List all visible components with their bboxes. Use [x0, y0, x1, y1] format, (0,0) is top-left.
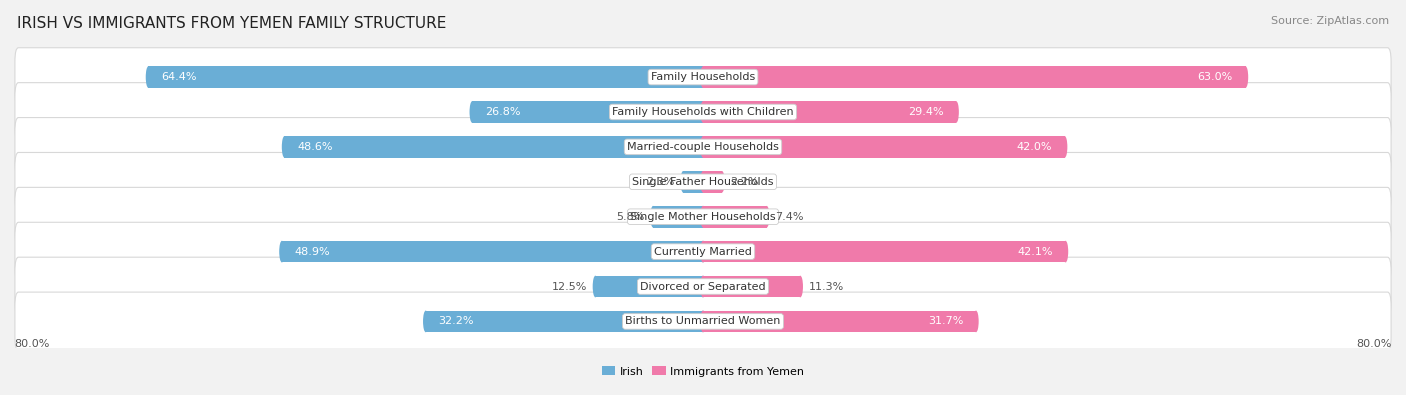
Legend: Irish, Immigrants from Yemen: Irish, Immigrants from Yemen — [598, 362, 808, 381]
Bar — [703, 136, 1064, 158]
Circle shape — [700, 276, 706, 297]
Bar — [703, 171, 721, 193]
Circle shape — [763, 206, 769, 228]
Circle shape — [1063, 241, 1069, 262]
Circle shape — [700, 310, 706, 332]
Text: 32.2%: 32.2% — [439, 316, 474, 326]
Circle shape — [700, 241, 706, 262]
Text: 29.4%: 29.4% — [908, 107, 943, 117]
Bar — [284, 136, 703, 158]
Circle shape — [700, 276, 706, 297]
Circle shape — [973, 310, 979, 332]
Text: 48.6%: 48.6% — [298, 142, 333, 152]
Text: 64.4%: 64.4% — [162, 72, 197, 82]
Text: 11.3%: 11.3% — [808, 282, 844, 292]
Circle shape — [281, 136, 287, 158]
Circle shape — [700, 171, 706, 193]
Text: Single Mother Households: Single Mother Households — [630, 212, 776, 222]
FancyBboxPatch shape — [15, 257, 1391, 316]
FancyBboxPatch shape — [15, 292, 1391, 351]
FancyBboxPatch shape — [15, 48, 1391, 106]
Circle shape — [700, 171, 706, 193]
Circle shape — [700, 206, 706, 228]
Circle shape — [953, 101, 959, 123]
Bar — [149, 66, 703, 88]
Bar — [703, 66, 1246, 88]
Text: 5.8%: 5.8% — [616, 212, 644, 222]
Circle shape — [651, 206, 655, 228]
Text: 80.0%: 80.0% — [1357, 339, 1392, 349]
FancyBboxPatch shape — [15, 152, 1391, 211]
Text: Married-couple Households: Married-couple Households — [627, 142, 779, 152]
Circle shape — [700, 101, 706, 123]
Circle shape — [700, 206, 706, 228]
Circle shape — [700, 136, 706, 158]
Text: Family Households with Children: Family Households with Children — [612, 107, 794, 117]
Text: Family Households: Family Households — [651, 72, 755, 82]
Circle shape — [797, 276, 803, 297]
Text: Single Father Households: Single Father Households — [633, 177, 773, 187]
Circle shape — [280, 241, 284, 262]
Text: Source: ZipAtlas.com: Source: ZipAtlas.com — [1271, 16, 1389, 26]
Text: 63.0%: 63.0% — [1198, 72, 1233, 82]
Text: Births to Unmarried Women: Births to Unmarried Women — [626, 316, 780, 326]
Bar — [652, 206, 703, 228]
Text: Currently Married: Currently Married — [654, 246, 752, 257]
Circle shape — [700, 66, 706, 88]
Circle shape — [423, 310, 429, 332]
Text: 12.5%: 12.5% — [551, 282, 586, 292]
Bar — [472, 101, 703, 123]
Bar — [595, 276, 703, 297]
FancyBboxPatch shape — [15, 187, 1391, 246]
Circle shape — [1243, 66, 1249, 88]
Text: IRISH VS IMMIGRANTS FROM YEMEN FAMILY STRUCTURE: IRISH VS IMMIGRANTS FROM YEMEN FAMILY ST… — [17, 16, 446, 31]
Bar — [426, 310, 703, 332]
Circle shape — [1062, 136, 1067, 158]
Bar — [703, 241, 1066, 262]
Circle shape — [700, 136, 706, 158]
Text: 42.0%: 42.0% — [1017, 142, 1052, 152]
Text: 80.0%: 80.0% — [14, 339, 49, 349]
Bar — [703, 310, 976, 332]
Text: 2.3%: 2.3% — [647, 177, 675, 187]
Circle shape — [700, 101, 706, 123]
Circle shape — [720, 171, 724, 193]
Bar — [703, 101, 956, 123]
FancyBboxPatch shape — [15, 83, 1391, 141]
FancyBboxPatch shape — [15, 118, 1391, 176]
Text: 26.8%: 26.8% — [485, 107, 520, 117]
Bar — [281, 241, 703, 262]
Bar — [703, 276, 800, 297]
Text: 31.7%: 31.7% — [928, 316, 963, 326]
Bar — [703, 206, 766, 228]
Bar — [683, 171, 703, 193]
Circle shape — [146, 66, 150, 88]
Circle shape — [681, 171, 686, 193]
Text: 42.1%: 42.1% — [1017, 246, 1053, 257]
Text: 2.2%: 2.2% — [731, 177, 759, 187]
FancyBboxPatch shape — [15, 222, 1391, 281]
Text: 48.9%: 48.9% — [295, 246, 330, 257]
Text: 7.4%: 7.4% — [775, 212, 804, 222]
Circle shape — [700, 310, 706, 332]
Circle shape — [700, 66, 706, 88]
Circle shape — [700, 241, 706, 262]
Text: Divorced or Separated: Divorced or Separated — [640, 282, 766, 292]
Circle shape — [593, 276, 598, 297]
Circle shape — [470, 101, 475, 123]
